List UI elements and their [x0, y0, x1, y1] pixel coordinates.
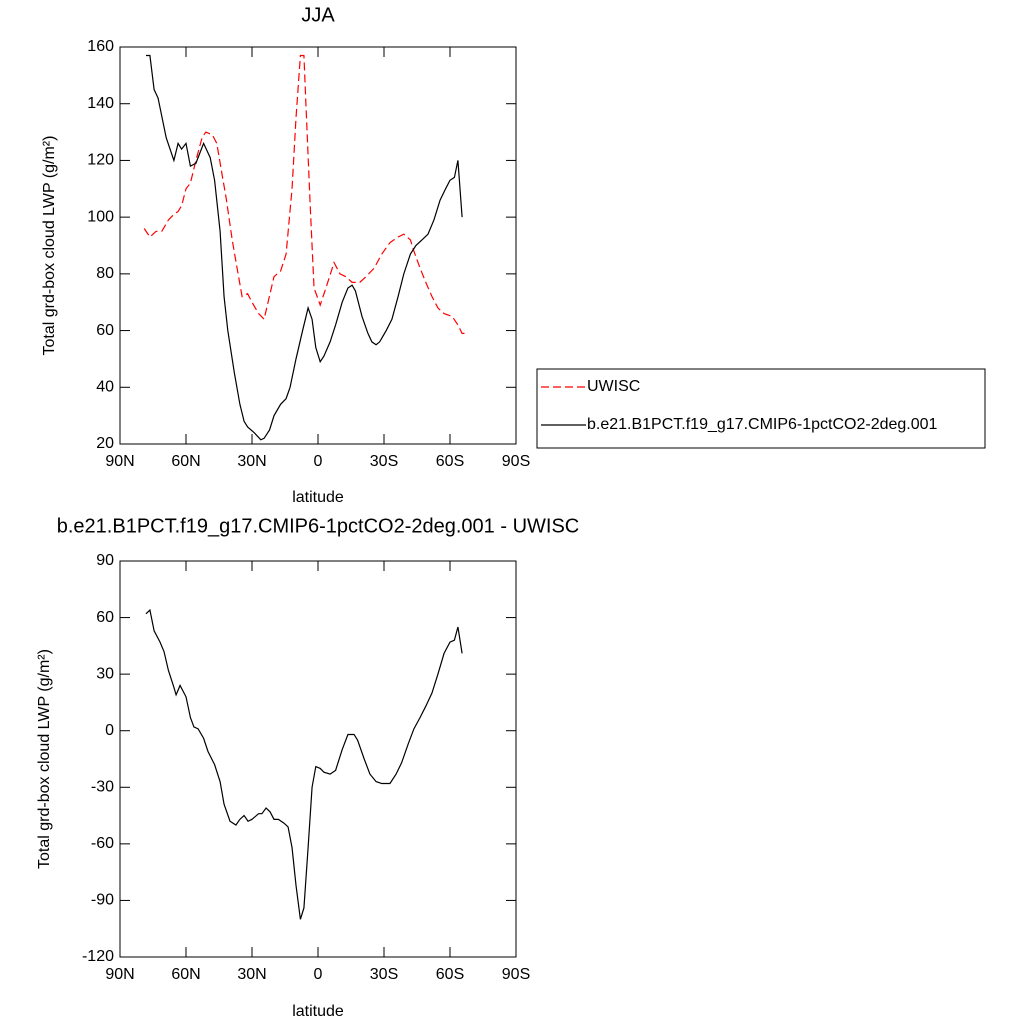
x-tick-label: 0: [314, 966, 323, 983]
x-tick-label: 60S: [436, 966, 464, 983]
plot-frame: [119, 560, 517, 958]
x-tick-label: 90S: [502, 966, 530, 983]
data-line: [145, 608, 463, 920]
y-axis-label: Total grd-box cloud LWP (g/m²): [36, 649, 53, 869]
y-tick-label: -90: [91, 892, 114, 909]
x-tick-label: 90S: [502, 453, 530, 470]
y-tick-label: 100: [87, 208, 114, 225]
x-tick-label: 60N: [171, 966, 200, 983]
y-tick-label: 160: [87, 38, 114, 55]
x-tick-label: 30S: [370, 966, 398, 983]
legend-label: UWISC: [587, 378, 640, 395]
y-tick-label: 0: [105, 722, 114, 739]
y-tick-label: 60: [96, 609, 114, 626]
y-tick-label: -30: [91, 779, 114, 796]
x-tick-label: 90N: [105, 966, 134, 983]
x-tick-label: 30N: [237, 453, 266, 470]
legend-box: [536, 368, 986, 449]
y-tick-label: 80: [96, 265, 114, 282]
y-tick-label: 140: [87, 95, 114, 112]
data-line: [143, 54, 467, 335]
x-tick-label: 60S: [436, 453, 464, 470]
x-tick-label: 30N: [237, 966, 266, 983]
x-axis-label: latitude: [292, 489, 344, 506]
x-tick-label: 60N: [171, 453, 200, 470]
legend-label: b.e21.B1PCT.f19_g17.CMIP6-1pctCO2-2deg.0…: [587, 416, 938, 433]
y-tick-label: 40: [96, 379, 114, 396]
chart-title: b.e21.B1PCT.f19_g17.CMIP6-1pctCO2-2deg.0…: [57, 515, 579, 537]
x-tick-label: 0: [314, 453, 323, 470]
x-axis-label: latitude: [292, 1003, 344, 1020]
y-tick-label: 20: [96, 435, 114, 452]
chart-title: JJA: [301, 4, 335, 26]
y-tick-label: 90: [96, 552, 114, 569]
x-tick-label: 30S: [370, 453, 398, 470]
legend: UWISC b.e21.B1PCT.f19_g17.CMIP6-1pctCO2-2…: [536, 368, 986, 449]
plot-frame: [119, 46, 517, 445]
y-tick-label: 120: [87, 152, 114, 169]
y-tick-label: 30: [96, 665, 114, 682]
data-line: [145, 54, 463, 441]
y-tick-label: -60: [91, 835, 114, 852]
x-tick-label: 90N: [105, 453, 134, 470]
y-tick-label: 60: [96, 322, 114, 339]
y-axis-label: Total grd-box cloud LWP (g/m²): [41, 136, 58, 356]
y-tick-label: -120: [82, 948, 114, 965]
